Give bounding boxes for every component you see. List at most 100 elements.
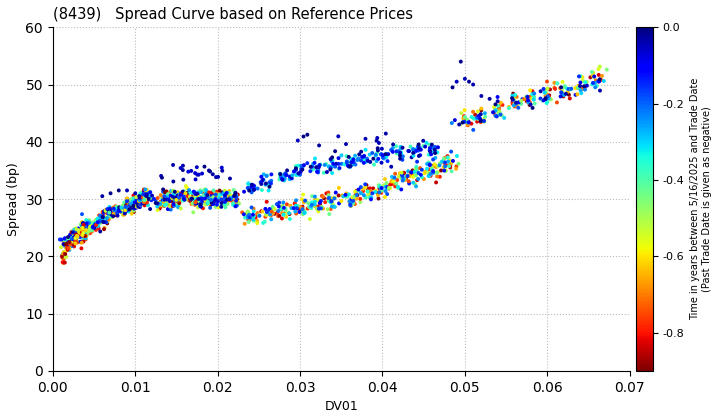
Point (121, 187, 132, 194)
Point (162, 206, 174, 213)
Point (132, 203, 143, 210)
Point (160, 197, 171, 203)
Point (333, 155, 344, 162)
Point (329, 163, 341, 170)
Point (392, 185, 404, 192)
Point (174, 194, 186, 201)
Point (63, 241, 74, 248)
Point (364, 194, 375, 201)
Point (300, 197, 311, 204)
Point (75, 231, 86, 238)
Point (114, 207, 126, 214)
Point (87, 224, 99, 231)
Point (445, 160, 456, 167)
Point (76, 224, 88, 231)
Point (288, 205, 300, 212)
Point (541, 94, 552, 101)
Point (432, 169, 444, 176)
Point (169, 189, 181, 196)
Point (168, 178, 179, 185)
Point (459, 117, 471, 123)
Point (307, 193, 318, 199)
Point (466, 113, 477, 120)
Point (494, 110, 505, 117)
Point (71, 233, 82, 240)
Point (248, 185, 260, 192)
Point (478, 118, 490, 124)
Point (132, 199, 144, 206)
Point (88, 220, 99, 226)
Point (490, 108, 501, 114)
Point (362, 158, 374, 164)
Point (298, 199, 310, 206)
Point (434, 173, 446, 180)
Point (524, 87, 536, 94)
Point (275, 206, 287, 213)
Point (360, 194, 372, 201)
Point (246, 215, 257, 222)
Point (257, 208, 269, 215)
Point (159, 202, 171, 209)
Point (424, 147, 436, 154)
Point (153, 200, 165, 207)
Point (408, 173, 419, 180)
Point (60, 244, 72, 251)
Point (175, 165, 186, 171)
Point (105, 211, 117, 218)
Point (76, 228, 87, 235)
Point (110, 206, 122, 213)
Point (62, 237, 73, 244)
Point (508, 102, 520, 109)
Point (397, 173, 408, 180)
Point (119, 202, 130, 209)
Point (496, 112, 508, 118)
Point (194, 197, 205, 204)
Point (133, 198, 145, 205)
Point (70, 238, 81, 244)
Point (594, 87, 606, 94)
Point (284, 173, 295, 180)
Point (377, 154, 389, 160)
Point (156, 173, 167, 179)
Point (516, 100, 527, 107)
Point (175, 190, 186, 197)
Point (141, 192, 153, 199)
Point (145, 197, 157, 204)
Point (101, 210, 112, 216)
Point (587, 81, 598, 88)
Point (365, 188, 377, 194)
Point (440, 168, 451, 174)
Point (382, 184, 393, 191)
Point (120, 202, 132, 209)
Point (438, 164, 449, 171)
Point (119, 199, 130, 206)
Point (595, 76, 607, 83)
Point (316, 192, 328, 199)
Point (113, 187, 125, 194)
Point (413, 176, 424, 182)
Point (355, 190, 366, 197)
Point (192, 204, 204, 210)
Point (243, 181, 254, 187)
Point (69, 234, 81, 241)
Point (402, 173, 413, 179)
Point (398, 176, 410, 183)
Point (459, 113, 471, 120)
Point (588, 73, 600, 80)
Point (413, 143, 424, 150)
Point (125, 201, 137, 207)
Point (114, 207, 125, 214)
Point (590, 77, 602, 84)
Point (594, 76, 606, 83)
Point (199, 201, 211, 208)
Point (199, 196, 210, 203)
Point (132, 200, 143, 207)
Point (203, 195, 215, 202)
Point (410, 165, 421, 172)
Point (509, 103, 521, 110)
Point (265, 212, 276, 219)
Point (193, 189, 204, 196)
Point (159, 196, 171, 203)
Point (223, 194, 235, 200)
Point (225, 194, 236, 201)
